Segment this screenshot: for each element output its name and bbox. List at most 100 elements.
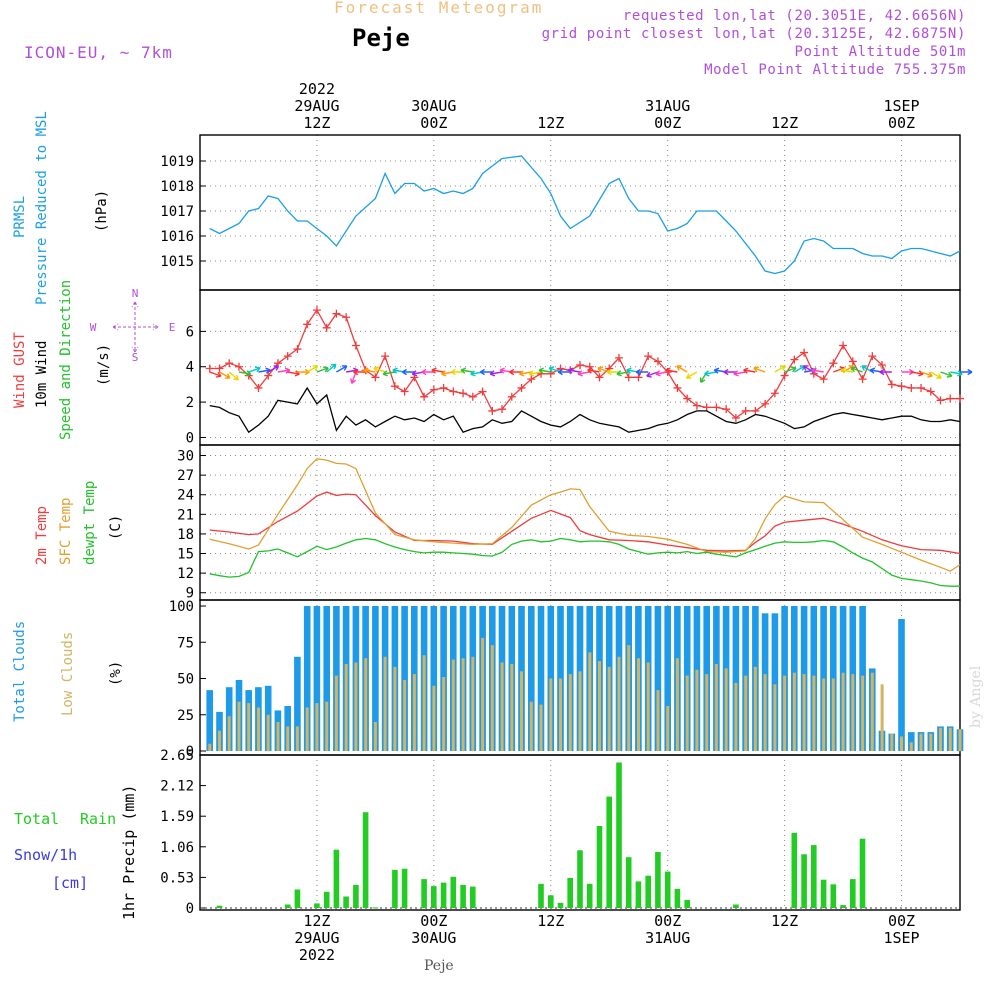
gust-marker <box>332 309 341 318</box>
gust-marker <box>351 341 360 350</box>
wind-unit: (m/s) <box>96 344 112 386</box>
precip-ylabel: 1hr Precip (mm) <box>120 785 138 920</box>
rain-bar <box>567 878 573 908</box>
gust-marker <box>878 360 887 369</box>
rain-bar <box>392 869 398 908</box>
wind-direction-arrow <box>676 365 688 373</box>
wind-direction-arrow <box>587 367 600 374</box>
rain-bar <box>850 879 856 908</box>
panel-frame <box>199 754 961 911</box>
gust-marker <box>449 387 458 396</box>
total-cloud-bar <box>664 606 671 751</box>
compass-n: N <box>132 287 139 300</box>
low-cloud-bar <box>364 658 368 751</box>
total-cloud-bar <box>654 606 662 751</box>
low-cloud-bar <box>637 658 640 751</box>
wind-direction-arrow <box>228 371 240 381</box>
y-tick-label: 100 <box>169 599 194 615</box>
low-cloud-bar <box>559 678 562 751</box>
gridpoint-coords: grid point closest lon,lat (20.3125E, 42… <box>541 26 966 42</box>
wind-direction-arrow <box>850 366 863 373</box>
wind-direction-arrow <box>248 366 261 373</box>
low-cloud-bar <box>890 733 894 751</box>
time-label-bottom: 31AUG <box>645 929 690 947</box>
gust-marker <box>303 320 312 329</box>
pressure-label: PRMSL <box>12 196 28 238</box>
gust-marker <box>751 406 760 415</box>
y-tick-label: 12 <box>177 566 194 582</box>
low-cloud-bar <box>929 733 933 751</box>
rain-label: Total <box>14 810 59 828</box>
gust-marker <box>293 345 302 354</box>
gust-marker <box>897 382 906 391</box>
rain-bar <box>606 796 612 908</box>
total-cloud-bar <box>528 606 535 751</box>
total-cloud-bar <box>430 606 438 751</box>
low-cloud-bar <box>539 704 543 751</box>
gust-marker <box>936 396 945 405</box>
gust-marker <box>780 371 789 380</box>
total-cloud-bar <box>303 606 311 751</box>
low-cloud-bar <box>354 662 358 751</box>
time-label-bottom: 29AUG <box>294 929 339 947</box>
rain-bar <box>362 812 369 908</box>
low-cloud-bar <box>276 722 280 751</box>
gust-marker <box>429 385 438 394</box>
time-label-top: 31AUG <box>645 97 690 115</box>
low-cloud-bar <box>227 716 231 751</box>
low-clouds-label: Low Clouds <box>60 632 76 716</box>
wind-direction-arrow <box>753 366 766 373</box>
wind-direction-arrow <box>267 365 280 373</box>
gust-marker <box>254 383 263 392</box>
rain-bar <box>538 883 544 908</box>
low-cloud-bar <box>792 672 796 751</box>
rain-bar <box>733 904 739 908</box>
time-label-top: 00Z <box>888 114 915 132</box>
rain-bar <box>216 905 223 908</box>
wind-direction-arrow <box>431 367 444 374</box>
low-cloud-bar <box>958 729 962 752</box>
y-tick-label: 25 <box>177 708 194 724</box>
rain-bar <box>323 891 330 908</box>
dewpt-temp-line <box>209 537 960 587</box>
total-cloud-bar <box>898 619 905 751</box>
rain-bar <box>421 879 427 908</box>
2m-temp-line <box>209 491 961 555</box>
requested-coords: requested lon,lat (20.3051E, 42.6656N) <box>622 8 966 24</box>
y-tick-label: 15 <box>177 547 194 563</box>
wind-direction-arrow <box>723 368 736 376</box>
y-tick-label: 27 <box>177 468 194 484</box>
low-cloud-bar <box>344 664 348 751</box>
gust-marker <box>488 406 497 415</box>
wind-direction-arrow <box>685 371 698 379</box>
gust-marker <box>312 306 321 315</box>
rain-bar <box>372 907 379 909</box>
low-cloud-bar <box>734 682 738 751</box>
time-label-top: 12Z <box>537 114 564 132</box>
gust-marker <box>702 403 711 412</box>
low-cloud-bar <box>403 680 407 751</box>
y-tick-label: 2.65 <box>160 748 194 764</box>
total-cloud-bar <box>313 606 321 751</box>
total-cloud-bar <box>206 690 213 751</box>
sfc-temp-line <box>209 458 961 572</box>
time-label-top: 12Z <box>771 114 798 132</box>
gust-marker <box>926 387 935 396</box>
wind-direction-label: Speed and Direction <box>58 280 74 440</box>
gust-marker <box>420 392 429 401</box>
gust-marker <box>478 387 487 396</box>
gust-marker <box>264 371 273 380</box>
low-cloud-bar <box>422 655 426 751</box>
model-name: ICON-EU, ~ 7km <box>24 43 173 62</box>
low-cloud-bar <box>851 674 855 751</box>
y-tick-label: 1019 <box>160 154 194 170</box>
y-tick-label: 4 <box>186 360 194 376</box>
y-tick-label: 0 <box>186 430 194 446</box>
low-cloud-bar <box>773 684 777 751</box>
y-tick-label: 30 <box>177 449 194 465</box>
wind-direction-arrow <box>519 370 532 377</box>
gust-marker <box>692 401 701 410</box>
y-tick-label: 2 <box>186 395 194 411</box>
rain-bar <box>616 762 622 908</box>
time-label-bottom: 12Z <box>303 912 330 930</box>
